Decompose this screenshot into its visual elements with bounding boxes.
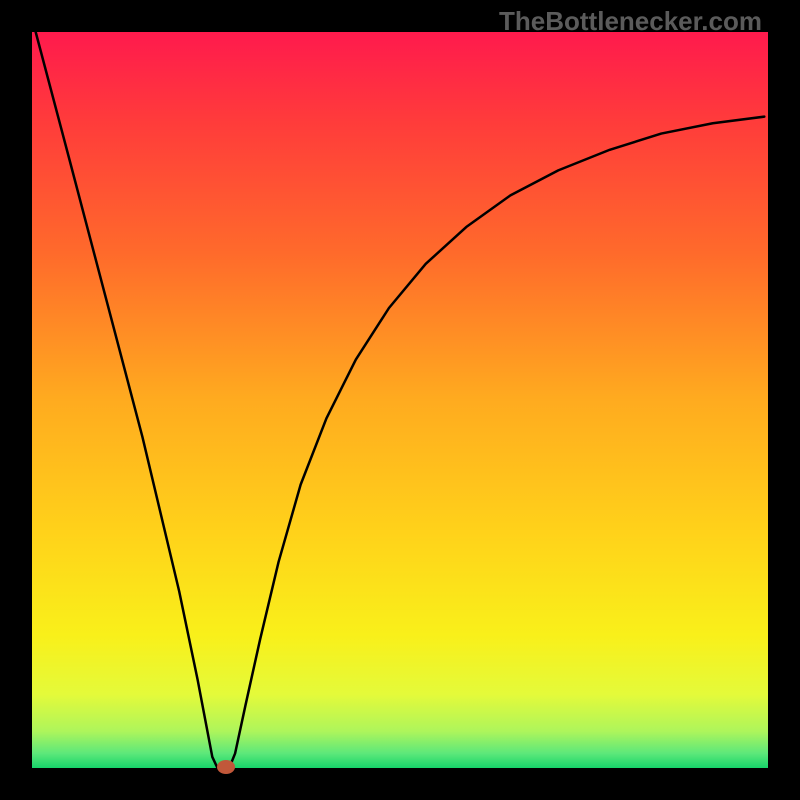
bottleneck-curve [0, 0, 800, 800]
chart-container: TheBottlenecker.com [0, 0, 800, 800]
optimum-marker [217, 760, 235, 774]
curve-path [36, 32, 765, 768]
